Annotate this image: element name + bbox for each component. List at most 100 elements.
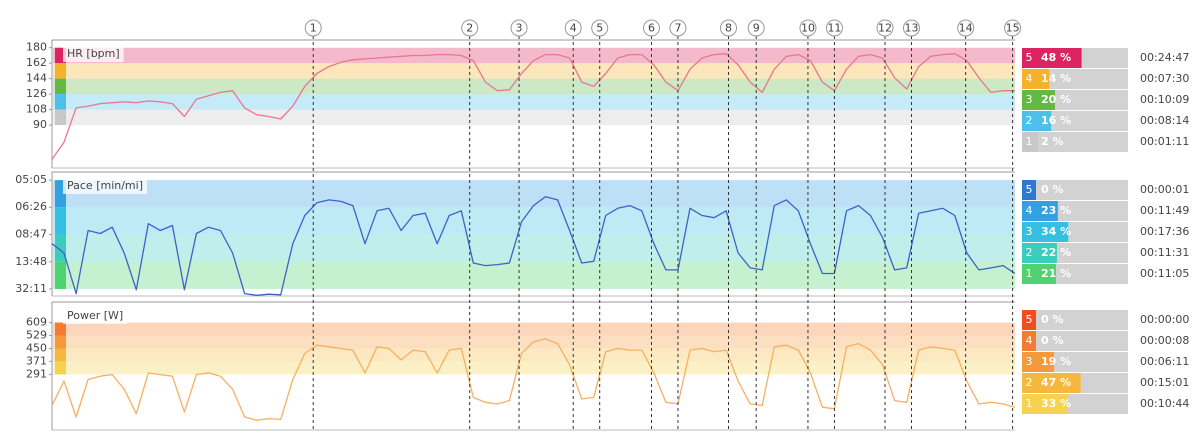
zone-percent: 0 % <box>1041 313 1064 326</box>
y-tick-label: 32:11 <box>15 282 47 295</box>
lap-marker <box>669 19 687 37</box>
zone-time: 00:08:14 <box>1140 114 1189 127</box>
zone-time: 00:01:11 <box>1140 135 1189 148</box>
zone-band <box>53 94 1015 110</box>
zone-percent: 19 % <box>1041 355 1071 368</box>
zone-bar <box>1022 90 1055 110</box>
zone-strip <box>55 335 66 349</box>
lap-label: 2 <box>466 22 473 35</box>
zone-time: 00:11:31 <box>1140 246 1189 259</box>
y-tick-label: 13:48 <box>15 255 47 268</box>
y-tick-label: 06:26 <box>15 200 47 213</box>
lap-marker <box>1004 19 1022 37</box>
lap-marker <box>747 19 765 37</box>
zone-band <box>53 348 1015 362</box>
zone-percent: 33 % <box>1041 397 1071 410</box>
zone-band <box>53 47 1015 64</box>
panel-title: Power [W] <box>67 309 123 322</box>
lap-label: 13 <box>904 22 918 35</box>
lap-marker <box>591 19 609 37</box>
zone-number: 4 <box>1026 204 1033 217</box>
zone-number: 1 <box>1026 397 1033 410</box>
lap-label: 12 <box>878 22 892 35</box>
zone-time: 00:17:36 <box>1140 225 1189 238</box>
lap-marker <box>876 19 894 37</box>
zone-strip <box>55 361 66 375</box>
zone-number: 2 <box>1026 246 1033 259</box>
zone-number: 3 <box>1026 225 1033 238</box>
zone-percent: 22 % <box>1041 246 1071 259</box>
zone-percent: 0 % <box>1041 334 1064 347</box>
lap-marker <box>564 19 582 37</box>
zone-number: 4 <box>1026 334 1033 347</box>
zone-number: 5 <box>1026 183 1033 196</box>
zone-time: 00:10:44 <box>1140 397 1189 410</box>
zone-number: 5 <box>1026 313 1033 326</box>
lap-marker <box>720 19 738 37</box>
zone-number: 5 <box>1026 51 1033 64</box>
zone-strip <box>55 234 66 262</box>
zone-bar-bg <box>1022 180 1128 200</box>
zone-percent: 23 % <box>1041 204 1071 217</box>
lap-label: 9 <box>753 22 760 35</box>
y-tick-label: 05:05 <box>15 173 47 186</box>
zone-percent: 34 % <box>1041 225 1071 238</box>
zone-band <box>53 261 1015 289</box>
lap-label: 6 <box>648 22 655 35</box>
zone-number: 3 <box>1026 93 1033 106</box>
panel-title-bg <box>63 308 128 324</box>
zone-percent: 0 % <box>1041 183 1064 196</box>
zone-band <box>53 322 1015 336</box>
lap-label: 3 <box>516 22 523 35</box>
zone-strip <box>55 63 66 79</box>
zone-bar <box>1022 373 1081 393</box>
panel-title: HR [bpm] <box>67 47 120 60</box>
zone-time: 00:00:00 <box>1140 313 1189 326</box>
zone-strip <box>55 47 66 64</box>
zone-bar <box>1022 310 1036 330</box>
zone-bar <box>1022 69 1050 89</box>
data-line <box>51 338 1016 421</box>
y-tick-label: 108 <box>26 103 47 116</box>
lap-marker <box>957 19 975 37</box>
zone-band <box>53 109 1015 126</box>
zone-bar <box>1022 48 1082 68</box>
zone-bar <box>1022 394 1068 414</box>
zone-bar <box>1022 352 1055 372</box>
lap-label: 7 <box>674 22 681 35</box>
zone-band <box>53 78 1015 95</box>
lap-label: 4 <box>570 22 577 35</box>
lap-label: 10 <box>801 22 815 35</box>
zone-percent: 20 % <box>1041 93 1071 106</box>
zone-percent: 47 % <box>1041 376 1071 389</box>
zone-number: 1 <box>1026 135 1033 148</box>
zone-time: 00:15:01 <box>1140 376 1189 389</box>
zone-strip <box>55 348 66 362</box>
zone-time: 00:24:47 <box>1140 51 1189 64</box>
zone-bar <box>1022 331 1036 351</box>
zone-bar <box>1022 180 1036 200</box>
zone-percent: 2 % <box>1041 135 1064 148</box>
zone-time: 00:06:11 <box>1140 355 1189 368</box>
zone-bar <box>1022 243 1057 263</box>
zone-number: 3 <box>1026 355 1033 368</box>
data-line <box>51 196 1016 296</box>
zone-bar <box>1022 132 1038 152</box>
zone-time: 00:00:08 <box>1140 334 1189 347</box>
zone-bar-bg <box>1022 310 1128 330</box>
zone-percent: 14 % <box>1041 72 1071 85</box>
lap-marker <box>825 19 843 37</box>
zone-percent: 48 % <box>1041 51 1071 64</box>
zone-number: 2 <box>1026 376 1033 389</box>
y-tick-label: 90 <box>33 118 47 131</box>
lap-label: 5 <box>596 22 603 35</box>
zone-band <box>53 180 1015 208</box>
lap-label: 8 <box>725 22 732 35</box>
panel-title-bg <box>63 46 124 62</box>
zone-strip <box>55 207 66 235</box>
zone-strip <box>55 180 66 208</box>
y-tick-label: 529 <box>26 329 47 342</box>
lap-label: 14 <box>959 22 973 35</box>
